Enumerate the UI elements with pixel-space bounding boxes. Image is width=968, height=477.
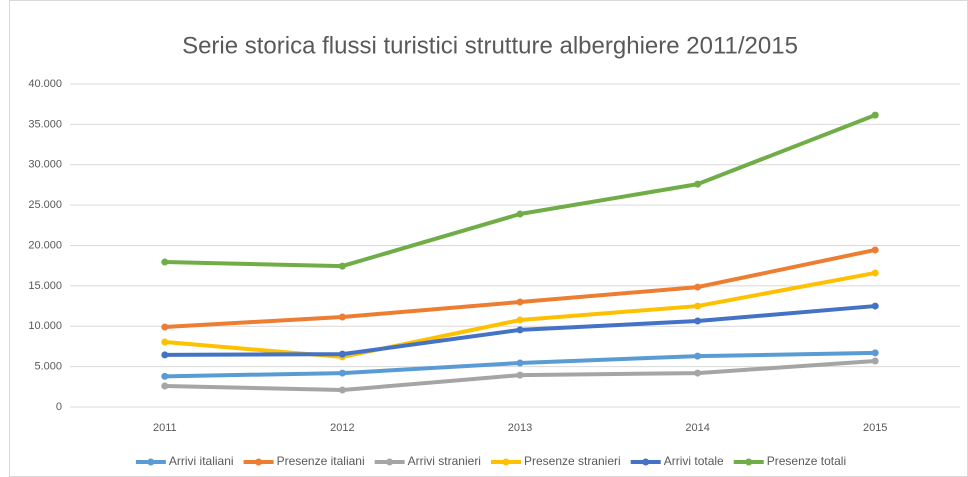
point [338,386,346,394]
point [338,262,346,270]
x-tick-label: 2015 [863,422,887,434]
point [871,111,879,119]
legend-marker [255,458,263,466]
point [516,371,524,379]
point [871,302,879,310]
y-tick-label: 35.000 [28,118,62,130]
point [161,258,169,266]
point [161,351,169,359]
point [161,372,169,380]
legend: Arrivi italiani Presenze italiani Arrivi s… [135,454,846,468]
x-tick-label: 2011 [153,422,177,434]
point [338,369,346,377]
point [516,210,524,218]
legend-label: Presenze italiani [277,454,365,468]
x-tick-label: 2014 [685,422,709,434]
chart-title: Serie storica flussi turistici strutture… [182,32,798,59]
y-tick-label: 15.000 [28,280,62,292]
point [694,180,702,188]
point [694,369,702,377]
y-tick-label: 20.000 [28,239,62,251]
point [694,302,702,310]
point [871,357,879,365]
y-tick-label: 30.000 [28,159,62,171]
point [338,350,346,358]
point [516,298,524,306]
y-tick-label: 10.000 [28,320,62,332]
point [516,359,524,367]
point [516,316,524,324]
point [871,269,879,277]
point [161,338,169,346]
y-tick-label: 0 [56,401,62,413]
legend-label: Presenze totali [767,454,846,468]
legend-label: Arrivi italiani [169,454,234,468]
legend-marker [642,458,650,466]
legend-label: Arrivi stranieri [408,454,481,468]
point [516,326,524,334]
legend-marker [147,458,155,466]
point [338,313,346,321]
legend-marker [502,458,510,466]
legend-marker [386,458,394,466]
legend-label: Presenze stranieri [524,454,621,468]
y-tick-label: 5.000 [34,361,62,373]
point [694,317,702,325]
legend-marker [745,458,753,466]
point [161,323,169,331]
x-tick-label: 2012 [330,422,354,434]
point [161,382,169,390]
legend-label: Arrivi totale [664,454,724,468]
point [694,352,702,360]
y-tick-label: 25.000 [28,199,62,211]
point [871,246,879,254]
point [694,283,702,291]
point [871,349,879,357]
chart-border [9,0,968,477]
y-tick-label: 40.000 [28,78,62,90]
x-tick-label: 2013 [508,422,532,434]
